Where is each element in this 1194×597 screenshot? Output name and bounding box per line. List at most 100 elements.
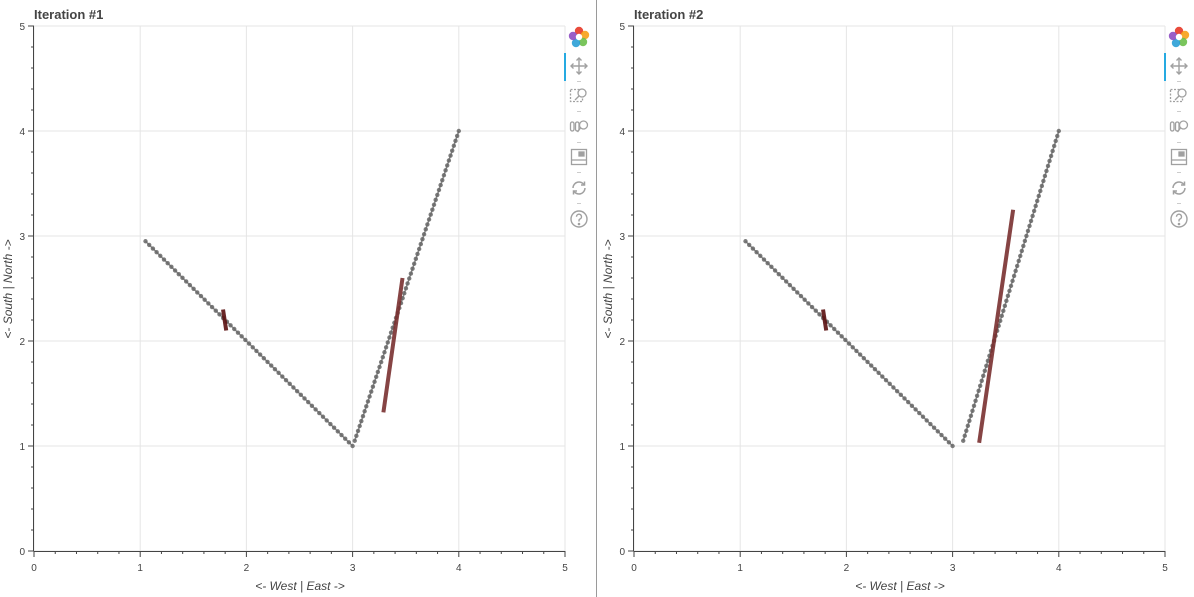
path-point [1036,193,1041,199]
path-point [328,421,333,427]
plot-canvas-2[interactable]: Iteration #2 0 1 2 3 4 5 0 1 2 3 4 5 <- West | East… [600,0,1194,597]
reset-icon [570,179,588,197]
path-point [1050,148,1055,154]
path-point [374,374,379,380]
path-point [191,286,196,291]
x-tick-label: 0 [31,563,37,574]
path-point [360,413,366,419]
x-tick-label: 2 [844,563,850,574]
bokeh-logo-tool[interactable] [566,24,592,50]
pan-icon [1170,57,1188,75]
path-point [324,418,329,423]
path-point [1051,143,1057,149]
path-point [950,443,955,449]
path-point [423,227,428,232]
path-point [754,250,759,255]
path-point [433,197,438,203]
path-point [758,253,763,259]
path-point [1048,153,1054,159]
path-point [407,276,412,281]
path-point [887,381,892,387]
path-point [449,148,455,153]
path-point [1005,293,1011,299]
save-tool[interactable] [1166,144,1192,170]
save-tool[interactable] [566,144,592,170]
path-line [354,130,460,441]
path-point [402,291,407,296]
path-point [354,433,359,439]
path-point [974,393,980,398]
plot-canvas-1[interactable]: Iteration #1 0 1 2 3 4 5 0 1 2 3 4 5 <- West | East… [0,0,597,597]
box-zoom-tool[interactable] [566,83,592,109]
path-point [172,268,178,273]
path-point [154,250,159,255]
path-point [331,425,337,430]
path-point [998,318,1003,324]
path-point [198,293,204,299]
path-point [380,354,386,360]
path-point [809,304,815,310]
path-point [1044,168,1049,174]
path-point [939,432,944,438]
path-point [298,392,304,398]
path-point [443,168,448,173]
toolbar-separator [577,203,581,204]
reset-icon [1170,179,1188,197]
path-point [898,392,904,398]
pan-tool[interactable] [566,53,592,79]
path-point [147,242,152,248]
path-point [269,363,274,368]
segment-mark [977,209,1016,444]
path-point [165,260,170,266]
path-point [973,398,978,403]
path-point [854,348,859,354]
help-tool[interactable] [566,206,592,232]
y-axis-label: <- South | North -> [1,239,15,338]
path-point [272,367,278,372]
x-tick-label: 3 [950,563,956,574]
x-tick-label: 5 [1162,563,1168,574]
path-point [367,394,372,399]
path-point [235,330,241,335]
path-point [931,425,937,430]
path-point [1053,138,1058,144]
wheel-zoom-tool[interactable] [1166,114,1192,140]
path-point [832,326,837,332]
path-point [861,356,867,361]
wheel-zoom-tool[interactable] [566,114,592,140]
bokeh-logo-tool[interactable] [1166,24,1192,50]
chart-marks [743,128,1061,449]
path-point [1014,263,1020,269]
path-point [335,429,341,434]
grid [33,25,566,552]
path-point [977,383,983,388]
path-point [415,251,420,257]
path-point [1030,213,1035,219]
path-point [835,330,841,335]
path-point [943,436,948,441]
path-point [283,377,289,383]
segment-mark [381,277,405,413]
help-tool[interactable] [1166,206,1192,232]
reset-tool[interactable] [566,175,592,201]
x-axis-label: <- West | East -> [855,579,945,593]
path-point [961,438,966,443]
path-point [454,133,460,139]
path-point [364,404,369,409]
pan-tool[interactable] [1166,53,1192,79]
path-point [213,308,218,313]
path-point [161,257,167,262]
path-point [1011,273,1017,279]
path-point [265,359,270,365]
reset-tool[interactable] [1166,175,1192,201]
path-point [968,413,974,418]
path-point [962,433,967,438]
box-zoom-tool[interactable] [1166,83,1192,109]
path-point [869,363,874,368]
path-point [1038,188,1043,194]
path-point [984,363,989,369]
path-point [909,403,915,408]
segment-mark [821,309,829,331]
path-point [309,403,315,408]
y-tick-label: 4 [619,127,625,138]
